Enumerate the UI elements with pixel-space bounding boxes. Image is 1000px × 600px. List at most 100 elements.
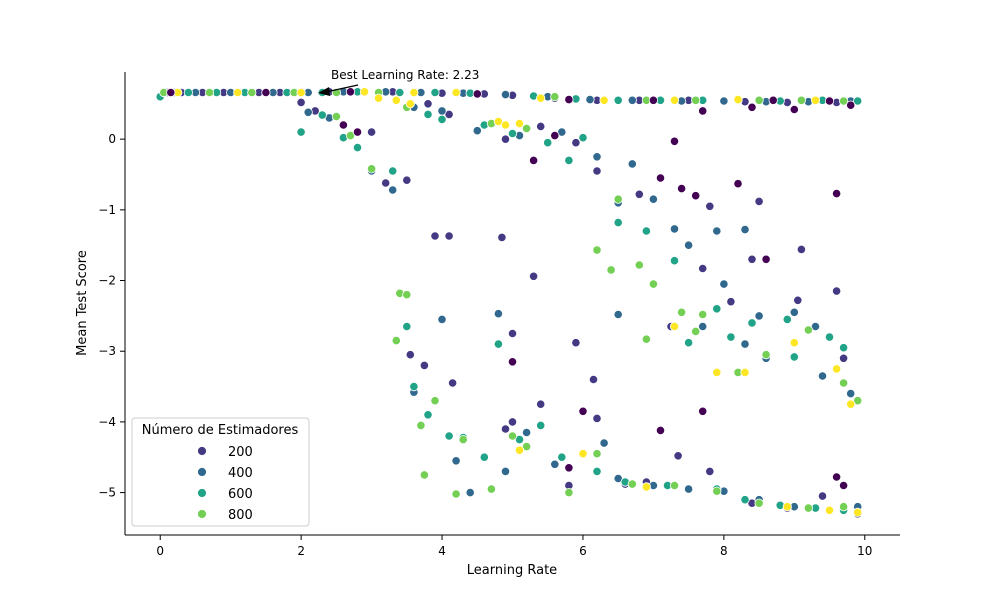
data-point bbox=[500, 120, 511, 130]
data-point bbox=[613, 309, 623, 320]
x-tick-label: 10 bbox=[857, 544, 872, 558]
data-point bbox=[507, 328, 518, 339]
data-point bbox=[465, 487, 475, 498]
data-point bbox=[648, 95, 659, 105]
y-tick-label: −1 bbox=[98, 203, 116, 217]
data-point bbox=[395, 87, 405, 98]
data-point bbox=[514, 119, 525, 129]
data-point bbox=[451, 489, 461, 499]
data-point bbox=[669, 321, 680, 332]
data-point bbox=[592, 152, 602, 162]
data-point bbox=[761, 254, 771, 264]
data-point bbox=[419, 360, 429, 370]
data-point bbox=[564, 487, 574, 498]
data-point bbox=[550, 131, 560, 141]
data-point bbox=[366, 164, 377, 174]
data-point bbox=[669, 480, 680, 491]
data-point bbox=[698, 106, 708, 116]
data-point bbox=[592, 466, 602, 476]
data-point bbox=[768, 95, 778, 105]
data-point bbox=[789, 338, 799, 348]
data-point bbox=[740, 339, 750, 349]
data-point bbox=[761, 350, 771, 360]
data-point bbox=[423, 410, 433, 420]
y-tick-label: −3 bbox=[98, 344, 116, 358]
data-point bbox=[747, 254, 757, 264]
data-point bbox=[683, 240, 694, 250]
data-point bbox=[838, 378, 849, 388]
data-point bbox=[507, 431, 518, 441]
data-point bbox=[500, 424, 511, 434]
y-tick-label: −5 bbox=[98, 486, 116, 500]
x-ticks: 0 2 4 6 8 10 bbox=[156, 535, 872, 558]
data-point bbox=[634, 189, 644, 199]
data-point bbox=[247, 87, 257, 98]
data-point bbox=[437, 106, 447, 116]
data-point bbox=[458, 434, 468, 445]
data-point bbox=[740, 495, 750, 505]
data-point bbox=[296, 97, 306, 108]
x-tick-label: 4 bbox=[438, 544, 446, 558]
data-point bbox=[500, 466, 511, 476]
data-point bbox=[740, 367, 750, 377]
data-point bbox=[655, 173, 666, 183]
data-point bbox=[444, 431, 454, 441]
data-point bbox=[831, 189, 842, 199]
data-point bbox=[698, 406, 708, 416]
data-point bbox=[627, 479, 637, 489]
data-point bbox=[451, 87, 461, 98]
data-point bbox=[824, 505, 835, 515]
data-point bbox=[507, 128, 518, 139]
data-point bbox=[419, 470, 429, 480]
data-point bbox=[838, 353, 849, 363]
data-point bbox=[838, 502, 849, 512]
annotation-arrowhead bbox=[318, 87, 330, 96]
data-point bbox=[352, 127, 363, 137]
data-point bbox=[810, 95, 821, 105]
legend-title: Número de Estimadores bbox=[142, 423, 299, 438]
data-point bbox=[592, 449, 602, 459]
data-point bbox=[550, 92, 560, 102]
data-point bbox=[571, 338, 581, 348]
data-point bbox=[747, 102, 757, 112]
data-point bbox=[409, 381, 419, 392]
data-point bbox=[782, 314, 792, 324]
y-tick-label: 0 bbox=[108, 132, 116, 146]
data-point bbox=[838, 343, 849, 353]
annotation-text: Best Learning Rate: 2.23 bbox=[331, 68, 479, 82]
data-point bbox=[705, 466, 715, 476]
data-point bbox=[789, 307, 799, 317]
data-point bbox=[507, 417, 518, 427]
data-point bbox=[853, 96, 863, 106]
data-point bbox=[479, 452, 489, 462]
data-point bbox=[296, 87, 306, 98]
data-point bbox=[831, 364, 842, 374]
data-point bbox=[166, 87, 176, 98]
data-point bbox=[536, 399, 546, 409]
data-point bbox=[536, 93, 546, 103]
data-point bbox=[500, 90, 511, 100]
annotation-arrow bbox=[325, 84, 359, 93]
data-point bbox=[719, 279, 729, 289]
data-point bbox=[296, 127, 306, 137]
data-point bbox=[853, 507, 863, 518]
data-point bbox=[578, 406, 588, 416]
data-point bbox=[497, 232, 507, 242]
data-point bbox=[388, 185, 398, 195]
data-point bbox=[634, 260, 644, 270]
data-point bbox=[585, 95, 595, 105]
data-point bbox=[578, 133, 588, 143]
data-point bbox=[712, 367, 722, 377]
data-point bbox=[733, 179, 743, 189]
data-point bbox=[669, 256, 680, 266]
data-point bbox=[359, 87, 370, 97]
data-point bbox=[803, 503, 814, 513]
legend: Número de Estimadores 200 400 600 800 bbox=[131, 417, 310, 527]
data-point bbox=[543, 138, 553, 148]
data-point bbox=[796, 244, 807, 254]
data-point bbox=[599, 438, 609, 448]
best-annotation: Best Learning Rate: 2.23 bbox=[318, 68, 479, 96]
data-point bbox=[648, 279, 659, 289]
data-point bbox=[391, 335, 401, 346]
legend-marker bbox=[197, 488, 207, 498]
